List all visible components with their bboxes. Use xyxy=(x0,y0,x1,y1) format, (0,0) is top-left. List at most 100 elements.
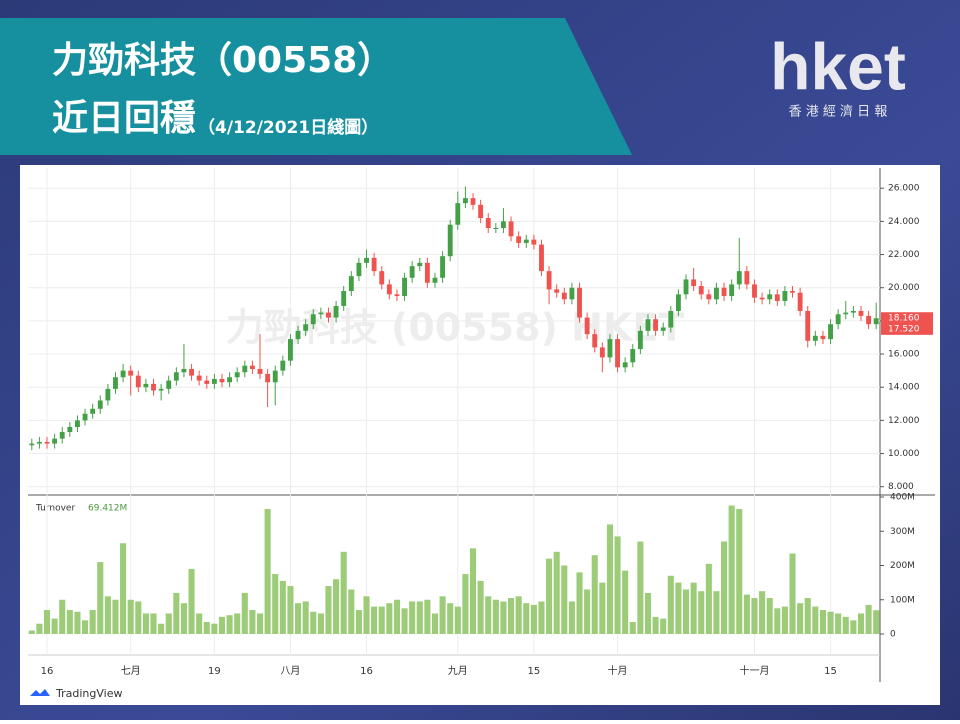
candle-body xyxy=(288,339,293,361)
candle-body xyxy=(455,203,461,225)
volume-bar xyxy=(89,610,96,634)
attribution: TradingView xyxy=(55,687,122,700)
candle-body xyxy=(303,324,309,331)
volume-bar xyxy=(781,606,788,634)
candle-body xyxy=(706,294,712,300)
volume-bar xyxy=(660,618,667,634)
volume-bar xyxy=(736,508,743,634)
candle-body xyxy=(166,380,172,389)
volume-bar xyxy=(150,613,157,634)
volume-bar xyxy=(576,572,583,634)
volume-bar xyxy=(66,610,73,634)
volume-bar xyxy=(728,505,735,634)
y-tick-label: 24.000 xyxy=(888,217,920,227)
x-tick-label: 16 xyxy=(360,666,373,677)
volume-bar xyxy=(485,596,492,634)
y-tick-label: 12.000 xyxy=(888,416,920,426)
x-tick-label: 16 xyxy=(41,666,54,677)
candle-body xyxy=(135,375,141,388)
candle-body xyxy=(531,239,537,245)
volume-bar xyxy=(454,606,461,634)
candle-body xyxy=(584,317,590,335)
y-tick-label: 20.000 xyxy=(888,283,920,293)
candle-body xyxy=(394,294,400,297)
candle-body xyxy=(204,380,210,384)
candle-body xyxy=(828,324,833,340)
candle-body xyxy=(774,294,780,301)
candle-body xyxy=(668,310,674,328)
y2-tick-label: 100M xyxy=(890,595,915,605)
volume-bar xyxy=(835,613,842,634)
volume-bar xyxy=(599,582,606,634)
price-tag-label: 18.160 xyxy=(888,314,920,324)
volume-bar xyxy=(363,596,370,634)
volume-bar xyxy=(386,603,393,634)
candle-body xyxy=(501,221,506,229)
volume-bar xyxy=(644,592,652,634)
volume-bar xyxy=(682,589,690,634)
volume-bar xyxy=(82,620,89,634)
candle-body xyxy=(158,388,164,391)
candle-body xyxy=(82,413,88,421)
candle-body xyxy=(181,368,187,373)
x-tick-label: 15 xyxy=(528,666,541,677)
candle-body xyxy=(797,292,803,311)
candle-body xyxy=(493,228,499,230)
y-tick-label: 10.000 xyxy=(888,449,920,459)
volume-legend-value: 69.412M xyxy=(88,504,127,514)
candle-body xyxy=(173,372,179,381)
candle-body xyxy=(660,327,666,331)
volume-bar xyxy=(211,623,218,634)
volume-bar xyxy=(500,601,507,634)
volume-bar xyxy=(287,586,294,634)
candle-body xyxy=(721,287,727,297)
volume-bar xyxy=(120,543,127,634)
volume-bar xyxy=(637,541,644,634)
candle-body xyxy=(29,443,35,446)
candle-body xyxy=(257,368,263,374)
candle-body xyxy=(105,388,111,401)
candle-body xyxy=(424,262,430,283)
candle-body xyxy=(364,257,369,263)
candle-body xyxy=(196,375,202,381)
volume-bar xyxy=(515,596,522,634)
candle-body xyxy=(242,365,248,373)
candle-body xyxy=(318,312,324,315)
volume-bar xyxy=(538,601,545,634)
candle-body xyxy=(714,287,719,300)
candle-body xyxy=(539,244,544,272)
candle-body xyxy=(36,441,42,444)
volume-legend: Turnover xyxy=(35,504,75,514)
candle-body xyxy=(348,276,354,292)
volume-bar xyxy=(74,611,81,634)
volume-bar xyxy=(622,570,629,634)
volume-bar xyxy=(264,508,271,634)
candle-body xyxy=(645,319,651,331)
volume-bar xyxy=(36,623,43,634)
volume-bar xyxy=(180,603,187,634)
volume-bar xyxy=(561,565,568,634)
candle-body xyxy=(211,378,217,384)
title-line1: 力勁科技（00558） xyxy=(52,40,393,81)
candle-body xyxy=(691,279,697,287)
volume-bar xyxy=(401,608,408,634)
volume-bar xyxy=(804,598,811,634)
candle-body xyxy=(379,271,385,285)
volume-bar xyxy=(873,610,880,634)
volume-bar xyxy=(196,613,203,634)
candle-body xyxy=(615,339,620,368)
volume-bar xyxy=(416,601,423,634)
candle-body xyxy=(120,370,126,378)
price-tag xyxy=(881,322,933,335)
candle-body xyxy=(440,256,446,278)
volume-bar xyxy=(629,622,636,634)
volume-bar xyxy=(492,599,499,634)
volume-bar xyxy=(705,563,712,634)
candle-body xyxy=(272,370,278,383)
x-tick-label: 八月 xyxy=(280,665,300,677)
candle-body xyxy=(485,218,491,229)
volume-bar xyxy=(310,611,317,634)
candle-body xyxy=(386,284,392,295)
volume-bar xyxy=(553,551,560,634)
volume-bar xyxy=(721,541,728,634)
